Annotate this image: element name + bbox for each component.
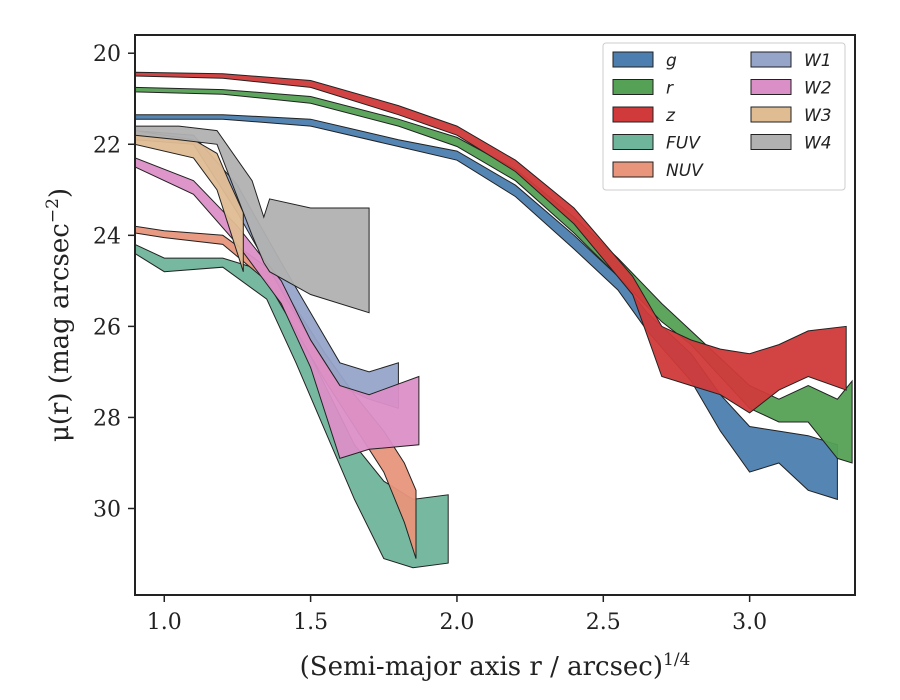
y-tick-label: 26: [93, 315, 121, 340]
y-tick-label: 20: [93, 42, 121, 67]
band-w4: [135, 125, 370, 314]
y-axis-label: μ(r) (mag arcsec−2): [43, 188, 75, 442]
plot-frame: [134, 34, 856, 596]
x-axis-label-text: (Semi-major axis r / arcsec): [300, 652, 663, 682]
legend-swatch-r: [612, 79, 654, 95]
x-axis-label-exponent: 1/4: [663, 650, 690, 670]
legend-swatch-nuv: [612, 161, 654, 178]
x-tick-label: 2.0: [439, 610, 474, 635]
legend-label-z: z: [665, 106, 676, 126]
legend-label-w3: W3: [804, 106, 832, 126]
x-tick-label: 3.0: [732, 610, 767, 635]
plot-areas: [135, 71, 853, 569]
legend: grz FUV NUV W1 W2 W3 W4: [602, 42, 846, 191]
y-tick-label: 28: [93, 406, 121, 431]
legend-label-g: g: [666, 51, 677, 71]
legend-label-w4: W4: [804, 134, 832, 154]
legend-swatch-z: [612, 106, 654, 123]
legend-swatch-w4: [750, 134, 792, 150]
y-axis-label-exponent: −2: [43, 198, 63, 223]
legend-label-w2: W2: [804, 79, 832, 99]
legend-swatch-w1: [750, 51, 792, 68]
legend-label-fuv: FUV: [666, 134, 701, 154]
band-z: [135, 71, 847, 414]
y-axis-label-text: μ(r) (mag arcsec: [45, 223, 75, 442]
band-g: [135, 114, 838, 501]
y-axis-ticks: 20 22 24 26 28 30: [93, 42, 135, 522]
legend-label-w1: W1: [804, 51, 832, 71]
x-axis-ticks: 1.0 1.5 2.0 2.5 3.0: [147, 595, 767, 635]
legend-swatch-w3: [750, 106, 792, 123]
y-tick-label: 22: [93, 133, 121, 158]
y-tick-label: 24: [93, 224, 121, 249]
x-axis-label: (Semi-major axis r / arcsec)1/4: [300, 650, 691, 682]
legend-label-nuv: NUV: [666, 161, 704, 181]
legend-swatch-w2: [750, 79, 792, 95]
x-tick-label: 1.0: [147, 610, 182, 635]
x-tick-label: 1.5: [293, 610, 328, 635]
x-tick-label: 2.5: [586, 610, 621, 635]
y-axis-label-close: ): [45, 188, 75, 198]
legend-label-r: r: [666, 79, 674, 99]
y-tick-label: 30: [93, 497, 121, 522]
legend-swatch-fuv: [612, 134, 654, 150]
legend-swatch-g: [612, 51, 654, 68]
band-w3: [135, 130, 244, 272]
